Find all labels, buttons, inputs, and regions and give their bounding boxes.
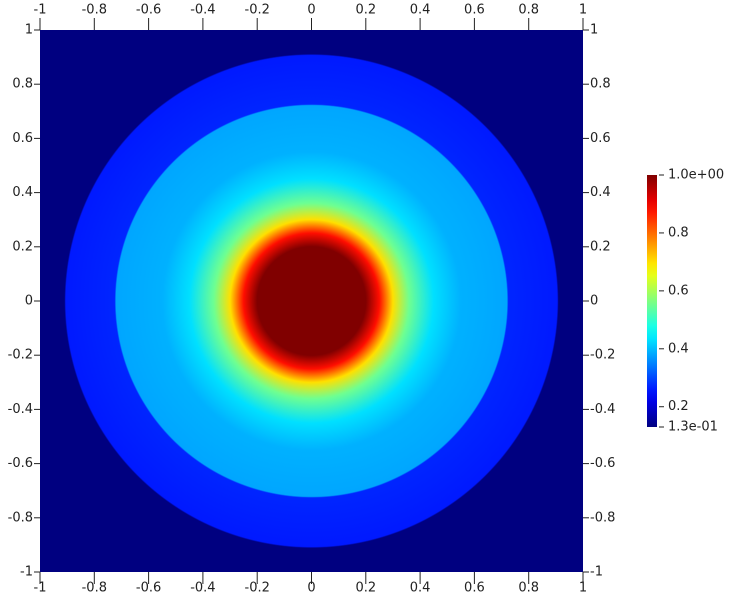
y-tick-label-left: -0.2 — [8, 348, 33, 363]
colorbar-tick-label: 1.0e+00 — [668, 168, 724, 183]
y-tick-label-left: -0.6 — [8, 456, 33, 471]
colorbar — [647, 175, 657, 427]
x-tick-label-top: 0.4 — [410, 3, 431, 18]
x-tick-label-bottom: 0 — [307, 581, 315, 596]
x-tick-label-bottom: 0.8 — [518, 581, 539, 596]
colorbar-tick-label: 0.2 — [668, 399, 689, 414]
y-tick-label-left: 0.6 — [12, 131, 33, 146]
y-tick-label-right: -0.2 — [590, 348, 615, 363]
x-tick-label-top: 0.6 — [464, 3, 485, 18]
y-tick-label-left: 0 — [25, 294, 33, 309]
y-tick-label-right: 0 — [590, 294, 598, 309]
x-tick-label-bottom: -0.2 — [245, 581, 270, 596]
x-tick-label-top: 0.2 — [355, 3, 376, 18]
x-tick-label-top: -0.8 — [82, 3, 107, 18]
y-tick-label-right: 0.4 — [590, 185, 611, 200]
y-tick-label-left: -0.8 — [8, 510, 33, 525]
x-tick-label-top: -0.2 — [245, 3, 270, 18]
x-tick-label-bottom: -0.8 — [82, 581, 107, 596]
x-tick-label-bottom: -0.6 — [136, 581, 161, 596]
x-tick-label-bottom: -0.4 — [190, 581, 215, 596]
y-tick-label-left: -0.4 — [8, 402, 33, 417]
y-tick-label-left: 1 — [25, 23, 33, 38]
colorbar-tick-label: 0.4 — [668, 341, 689, 356]
x-tick-label-bottom: 0.6 — [464, 581, 485, 596]
y-tick-label-right: -0.8 — [590, 510, 615, 525]
x-tick-label-top: 0.8 — [518, 3, 539, 18]
y-tick-label-right: -0.4 — [590, 402, 615, 417]
colorbar-tick-label: 1.3e-01 — [668, 420, 718, 435]
y-tick-label-right: 0.8 — [590, 77, 611, 92]
x-tick-label-bottom: 0.4 — [410, 581, 431, 596]
y-tick-label-right: 1 — [590, 23, 598, 38]
y-tick-label-left: 0.2 — [12, 239, 33, 254]
x-tick-label-top: -0.4 — [190, 3, 215, 18]
x-tick-label-bottom: -1 — [34, 581, 47, 596]
field — [40, 30, 583, 572]
x-tick-label-top: -0.6 — [136, 3, 161, 18]
x-tick-label-top: -1 — [34, 3, 47, 18]
colorbar-tick-label: 0.8 — [668, 225, 689, 240]
y-tick-label-left: -1 — [20, 565, 33, 580]
y-tick-label-right: -0.6 — [590, 456, 615, 471]
y-tick-label-right: 0.2 — [590, 239, 611, 254]
x-tick-label-bottom: 0.2 — [355, 581, 376, 596]
y-tick-label-left: 0.4 — [12, 185, 33, 200]
y-tick-label-left: 0.8 — [12, 77, 33, 92]
colorbar-tick-label: 0.6 — [668, 283, 689, 298]
x-tick-label-top: 0 — [307, 3, 315, 18]
y-tick-label-right: 0.6 — [590, 131, 611, 146]
x-tick-label-top: 1 — [579, 3, 587, 18]
x-tick-label-bottom: 1 — [579, 581, 587, 596]
y-tick-label-right: -1 — [590, 565, 603, 580]
